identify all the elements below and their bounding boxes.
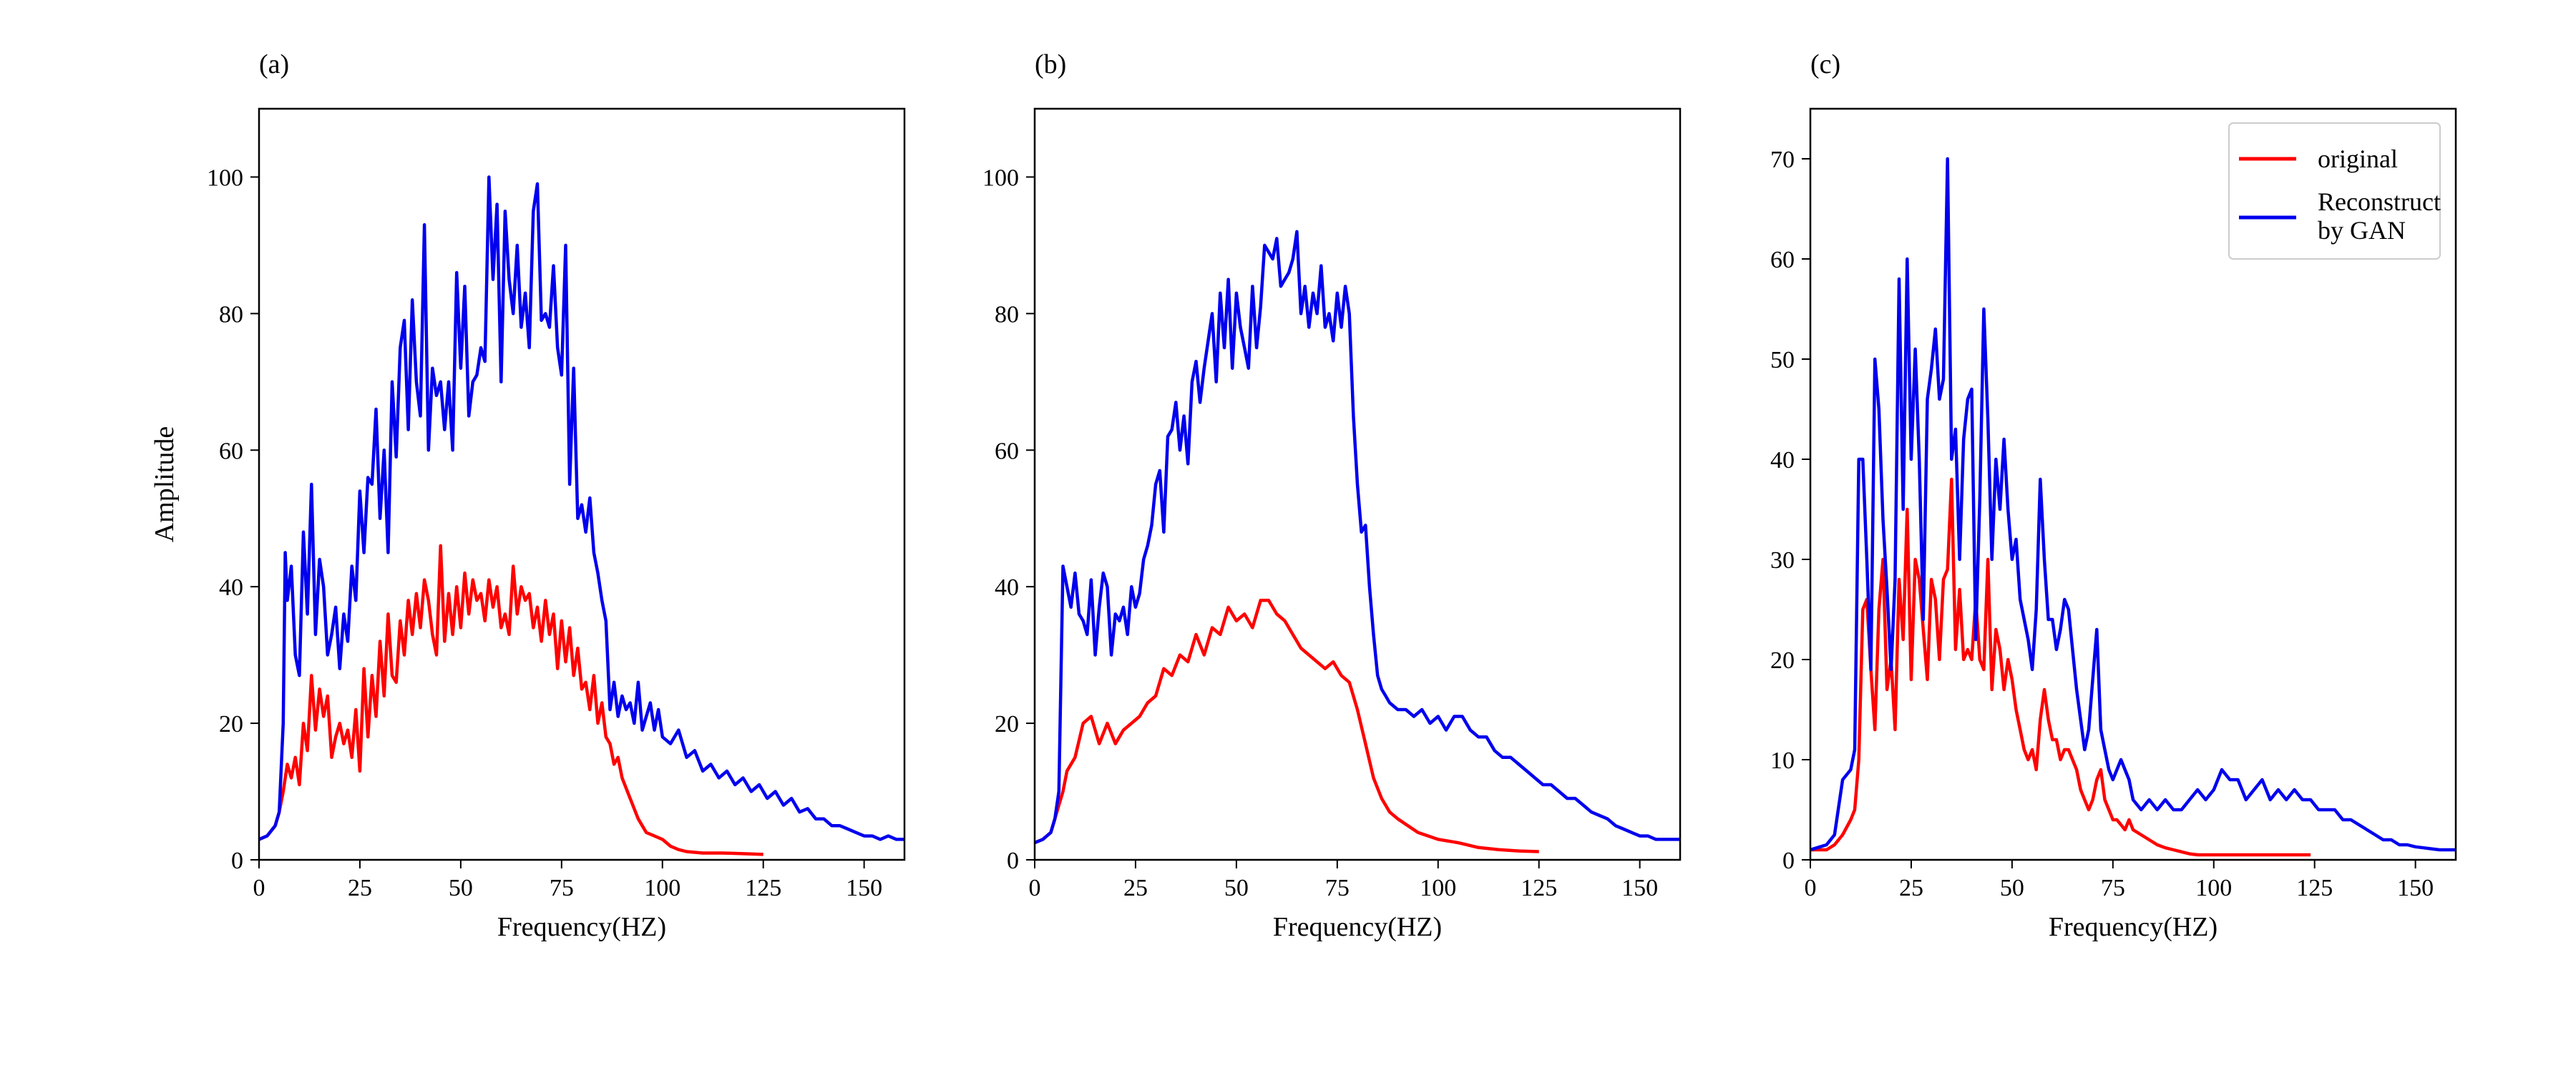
- y-tick-label: 40: [995, 574, 1019, 601]
- series-line-reconstructed: [1035, 230, 1680, 845]
- axes-frame: [1809, 107, 2457, 861]
- legend-label-original: original: [2318, 144, 2398, 173]
- x-tick-label: 0: [1805, 875, 1817, 901]
- y-tick-label: 10: [1770, 748, 1795, 774]
- y-tick-label: 0: [1782, 848, 1795, 874]
- x-tick-label: 75: [550, 875, 574, 901]
- x-tick-label: 125: [745, 875, 781, 901]
- series-line-reconstructed: [259, 175, 904, 841]
- x-tick-label: 0: [253, 875, 265, 901]
- series-line-reconstructed: [1810, 157, 2456, 852]
- x-tick-label: 25: [348, 875, 372, 901]
- y-tick-label: 40: [219, 574, 243, 601]
- y-tick-label: 40: [1770, 447, 1795, 474]
- y-tick-label: 0: [1007, 848, 1019, 874]
- x-tick-label: 150: [2397, 875, 2434, 901]
- panel-label: (a): [259, 49, 289, 79]
- y-tick-label: 30: [1770, 547, 1795, 574]
- axes-frame: [258, 107, 906, 861]
- panel-2: 0 25 50 75 100 125 150 0 20 40 60 80 100 Frequency(HZ…: [982, 49, 1682, 942]
- y-tick-label: 60: [1770, 247, 1795, 273]
- x-tick-label: 0: [1029, 875, 1041, 901]
- x-tick-label: 25: [1123, 875, 1148, 901]
- x-tick-label: 125: [2296, 875, 2333, 901]
- y-tick-label: 80: [995, 301, 1019, 328]
- panel-label: (c): [1810, 49, 1840, 79]
- y-tick-label: 20: [995, 711, 1019, 738]
- x-tick-label: 50: [449, 875, 473, 901]
- x-tick-label: 50: [2000, 875, 2024, 901]
- y-tick-label: 20: [219, 711, 243, 738]
- y-tick-label: 100: [982, 165, 1019, 191]
- x-tick-label: 150: [846, 875, 882, 901]
- x-axis-label: Frequency(HZ): [1273, 912, 1442, 942]
- x-tick-label: 50: [1224, 875, 1249, 901]
- y-tick-label: 100: [207, 165, 243, 191]
- panel-1: 0 25 50 75 100 125 150 0 20 40 60 80 100 Frequency(HZ…: [150, 49, 906, 942]
- x-tick-label: 150: [1621, 875, 1658, 901]
- y-tick-label: 0: [231, 848, 243, 874]
- y-tick-label: 20: [1770, 647, 1795, 674]
- x-tick-label: 100: [1420, 875, 1456, 901]
- y-tick-label: 60: [995, 438, 1019, 464]
- x-axis-label: Frequency(HZ): [497, 912, 666, 942]
- axes-frame: [1033, 107, 1682, 861]
- series-line-original: [1035, 599, 1539, 853]
- x-tick-label: 100: [644, 875, 680, 901]
- series-line-original: [1810, 477, 2311, 857]
- y-tick-label: 50: [1770, 347, 1795, 373]
- legend-label-reconstructed-line1: Reconstruct: [2318, 187, 2441, 216]
- panel-3: 0 25 50 75 100 125 150 0 10 20 30 40 50 60 70 Frequency…: [1770, 49, 2457, 942]
- legend-label-reconstructed-line2: by GAN: [2318, 216, 2406, 245]
- x-tick-label: 75: [1325, 875, 1350, 901]
- series-line-original: [259, 544, 763, 856]
- x-axis-label: Frequency(HZ): [2049, 912, 2218, 942]
- x-tick-label: 100: [2195, 875, 2232, 901]
- y-axis-label: Amplitude: [150, 426, 180, 543]
- y-tick-label: 80: [219, 301, 243, 328]
- x-tick-label: 125: [1521, 875, 1557, 901]
- panel-label: (b): [1035, 49, 1066, 79]
- x-tick-label: 25: [1899, 875, 1923, 901]
- x-tick-label: 75: [2101, 875, 2125, 901]
- y-tick-label: 60: [219, 438, 243, 464]
- y-tick-label: 70: [1770, 147, 1795, 173]
